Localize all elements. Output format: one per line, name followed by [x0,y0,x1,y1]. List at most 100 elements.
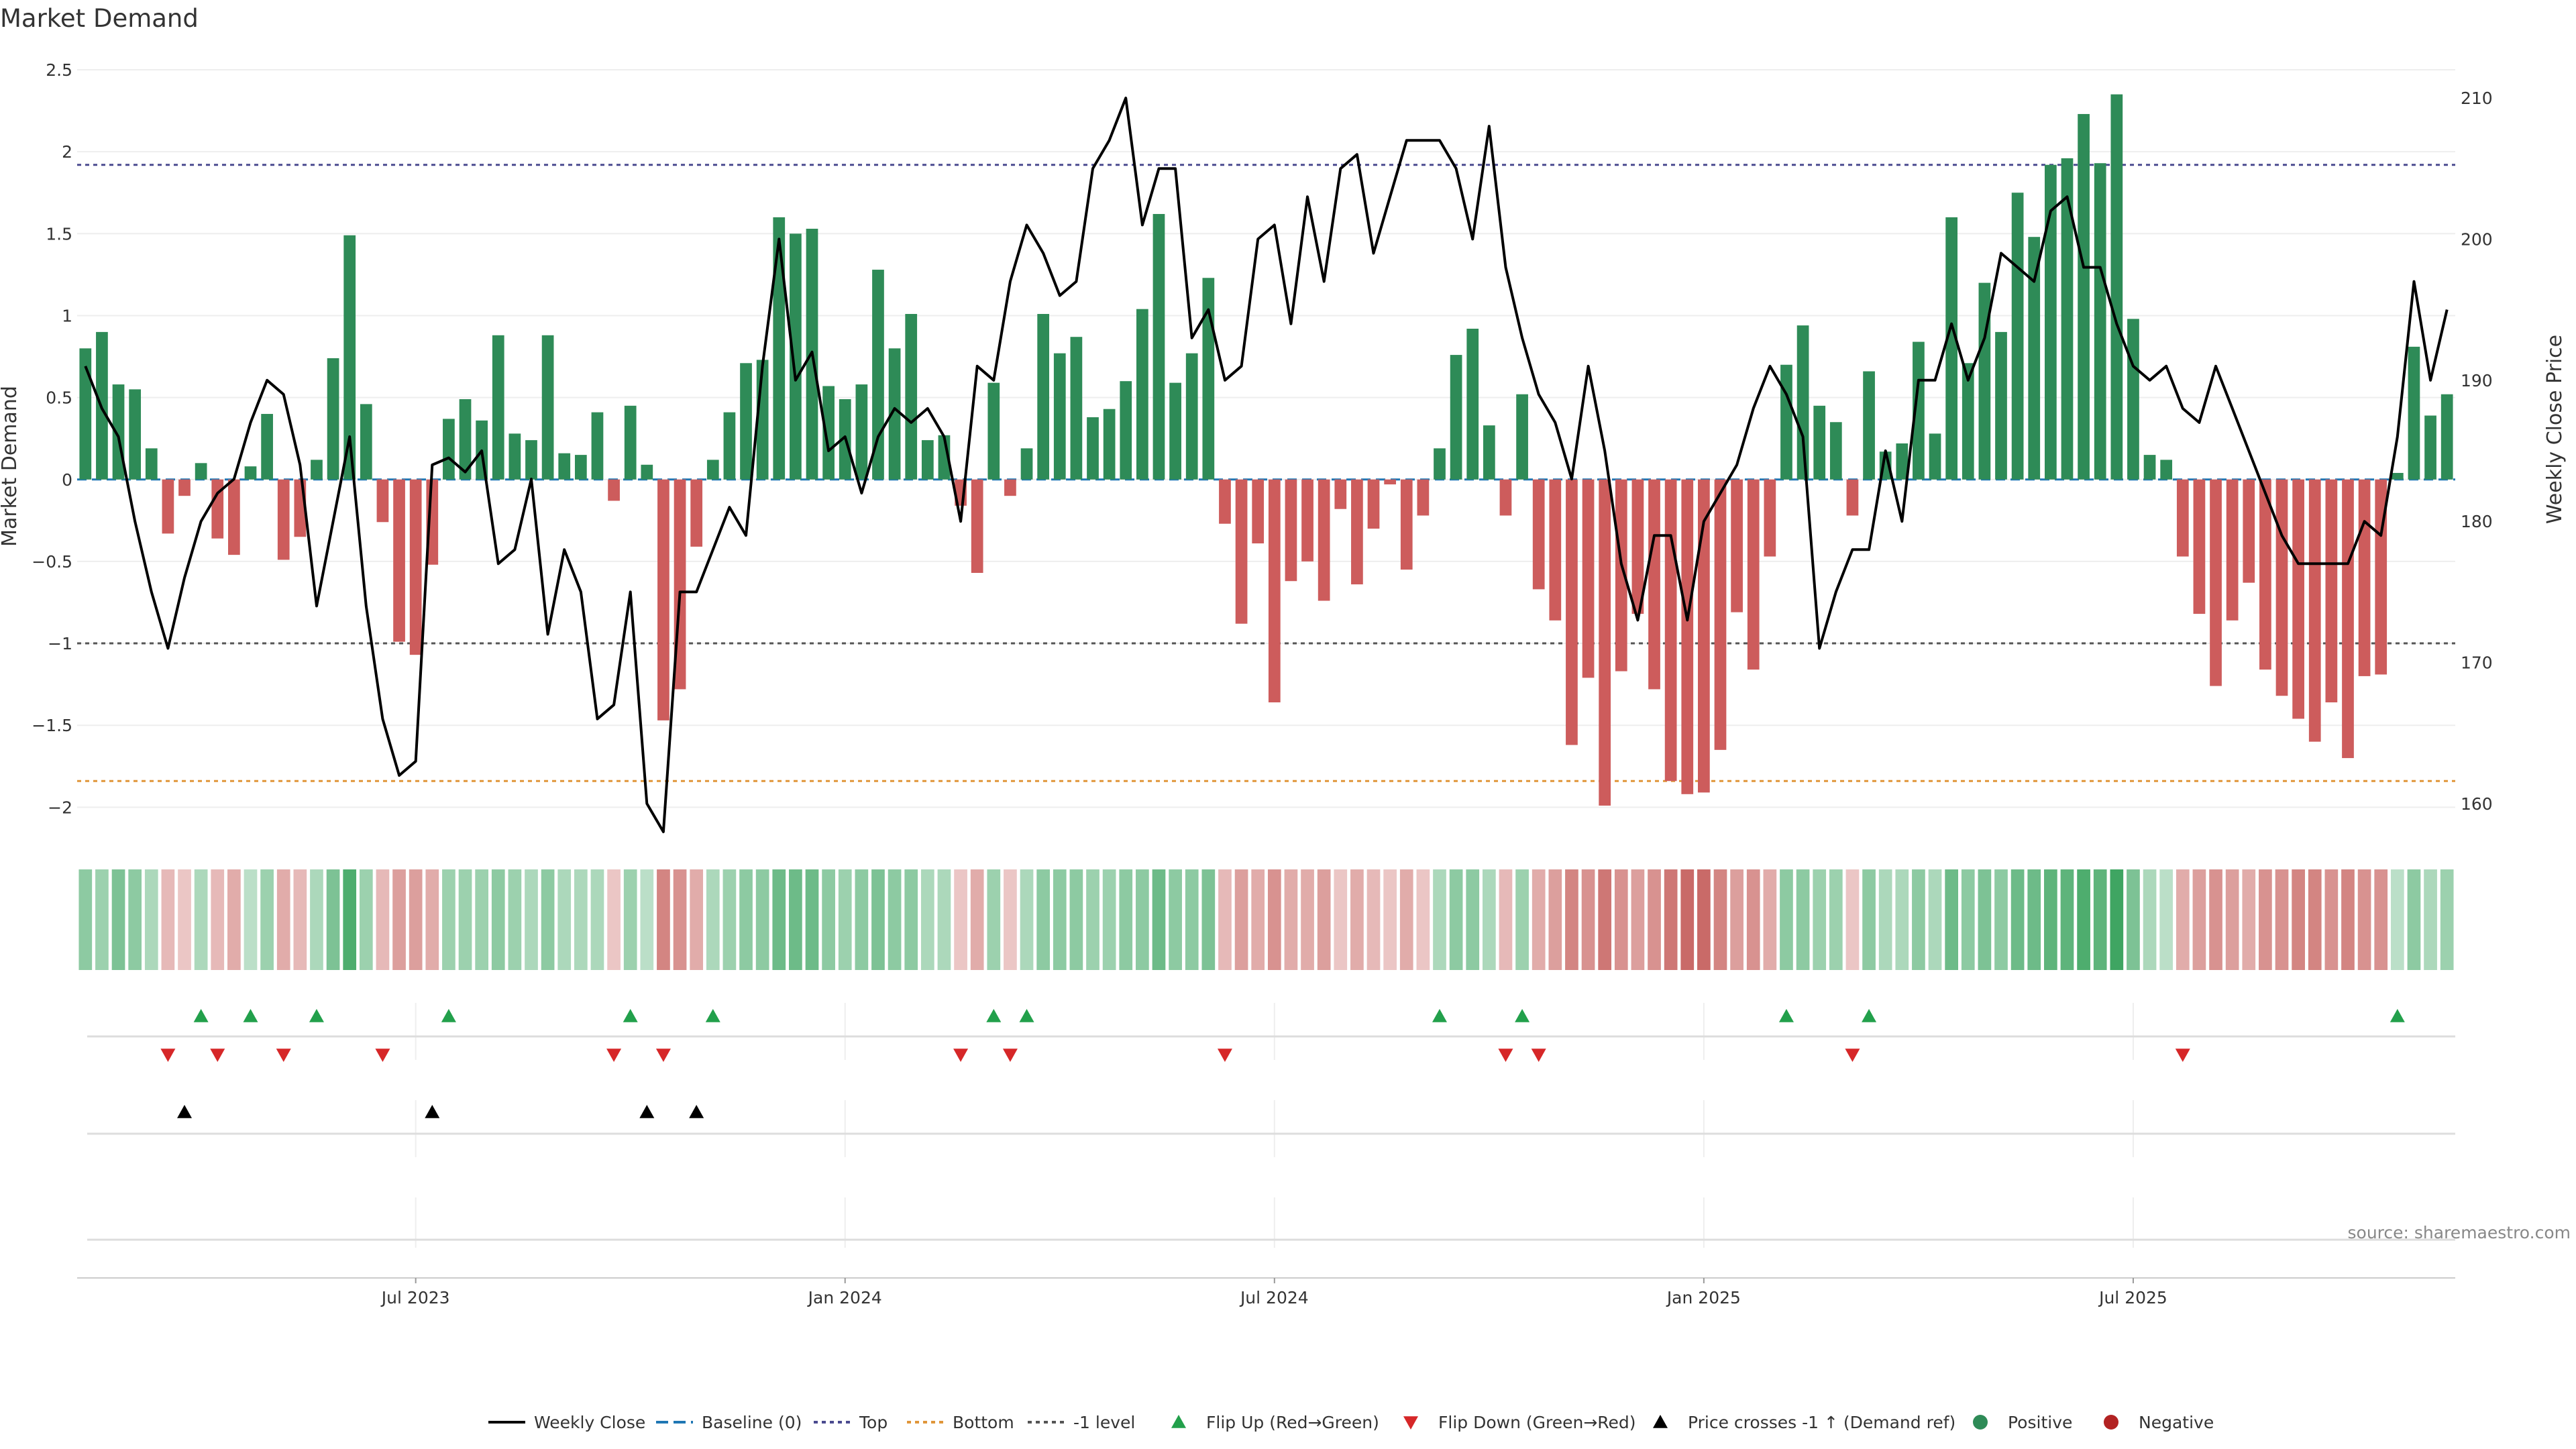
left-y-axis: 2.5 2 1.5 1 0.5 0 −0.5 −1 −1.5 −2 [32,60,72,817]
positive-bar [888,348,901,480]
strip-cell [1648,869,1661,970]
strip-cell [2407,869,2421,970]
strip-cell [673,869,687,970]
flip-down-marker [210,1049,225,1062]
positive-bar [1466,328,1479,480]
positive-bar [541,335,554,480]
strip-cell [1053,869,1067,970]
strip-cell [888,869,902,970]
strip-cell [805,869,819,970]
positive-bar [525,440,537,480]
positive-bar [921,440,934,480]
negative-bar [2342,479,2354,759]
negative-bar [657,479,669,720]
strip-cell [987,869,1001,970]
positive-bar [1995,331,2007,480]
positive-bar [508,433,521,480]
strip-cell [2027,869,2041,970]
strip-cell [1928,869,1942,970]
strip-cell [1102,869,1116,970]
strip-cell [1251,869,1265,970]
y-tick-label-right: 180 [2461,512,2493,531]
x-tick-label: Jul 2023 [380,1288,450,1307]
strip-cell [1713,869,1727,970]
strip-cell [755,869,769,970]
positive-bar [1516,394,1528,480]
positive-bar [1780,364,1792,480]
positive-bar [145,448,158,480]
positive-bar [1896,443,1909,480]
positive-bar [2440,394,2453,480]
strip-cell [1482,869,1496,970]
strip-cell [525,869,538,970]
legend-label: Flip Down (Green→Red) [1438,1413,1636,1432]
flip-down-marker [606,1049,622,1062]
strip-cell [1284,869,1298,970]
positive-bar [2011,193,2024,480]
positive-bar [311,460,323,480]
positive-bar [2028,237,2041,480]
positive-bar [822,386,835,480]
strip-cell [1829,869,1843,970]
chart-title: Market Demand [0,4,199,33]
y-tick-label-right: 170 [2461,653,2493,673]
negative-bar [1417,479,1430,516]
strip-cell [2440,869,2454,970]
positive-bar [2424,415,2436,480]
negative-bar [1582,479,1595,678]
positive-bar [574,455,587,480]
strip-cell [111,869,125,970]
strip-cell [2143,869,2157,970]
strip-cell [1499,869,1513,970]
negative-bar [1747,479,1760,670]
strip-cell [1433,869,1446,970]
positive-bar [443,419,455,480]
flip-up-marker [2390,1009,2405,1022]
positive-bar [1962,363,1974,480]
positive-bar [1185,353,1198,480]
negative-bar [1631,479,1644,614]
legend-label: Top [859,1413,888,1432]
strip-cell [855,869,869,970]
positive-bar [2391,472,2404,480]
strip-cell [491,869,505,970]
strip-cell [1961,869,1975,970]
negative-bar [1499,479,1512,516]
positive-bar [459,399,472,480]
strip-cell [2292,869,2305,970]
strip-cell [2209,869,2222,970]
strip-cell [2324,869,2339,970]
strip-cell [1895,869,1909,970]
strip-cell [144,869,158,970]
strip-cell [871,869,885,970]
negative-bar [1764,479,1776,557]
strip-cell [2060,869,2074,970]
negative-bar [1846,479,1859,516]
negative-bar [1549,479,1562,621]
positive-bar [1945,217,1958,480]
positive-bar [1796,325,1809,480]
y-tick-label-left: 2.5 [46,60,72,80]
positive-bar [1053,353,1066,480]
flip-up-marker [1515,1009,1530,1022]
positive-bar [1020,448,1033,480]
positive-bar [1037,314,1050,480]
positive-bar [1136,309,1148,480]
strip-cell [1631,869,1645,970]
strip-cell [541,869,555,970]
positive-bar [244,466,257,480]
y-tick-label-left: 0.5 [46,388,72,408]
negative-bar [1351,479,1363,585]
flip-up-marker [705,1009,720,1022]
flip-up-marker [243,1009,258,1022]
flip-up-marker [1019,1009,1034,1022]
positive-bar [2160,460,2173,480]
positive-bar [1978,282,1991,480]
strip-cell [343,869,357,970]
legend-label: -1 level [1073,1413,1135,1432]
price-cross-marker [689,1105,704,1118]
positive-bar [624,405,637,480]
strip-cell [442,869,455,970]
strip-cell [1813,869,1827,970]
strip-cell [508,869,522,970]
